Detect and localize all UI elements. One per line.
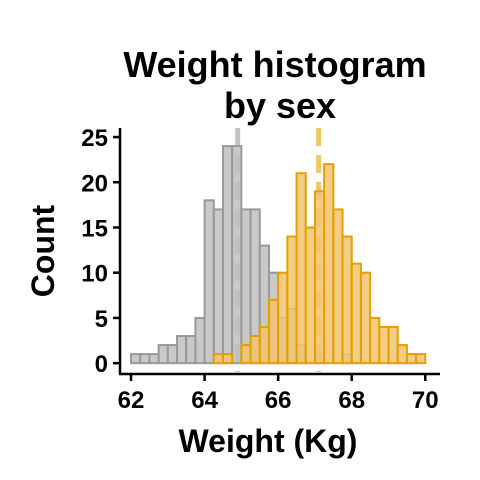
y-axis-ticks: 0 5 10 15 20 25: [81, 125, 120, 378]
x-tick-label: 64: [191, 387, 218, 414]
bar-1-13: [231, 145, 243, 365]
x-axis-title: Weight (Kg): [179, 423, 358, 459]
bar-2-8: [267, 298, 280, 365]
bar-2-13: [313, 190, 326, 365]
bar-2-14: [323, 163, 335, 365]
y-axis-title: Count: [25, 204, 61, 297]
y-tick-label: 25: [81, 125, 108, 152]
chart-title-line-2: by sex: [224, 85, 336, 126]
bar-1-8: [185, 335, 197, 365]
bar-2-10: [286, 235, 298, 365]
bar-2-7: [258, 325, 270, 365]
bar-1-5: [157, 344, 169, 365]
bar-1-4: [148, 353, 160, 365]
bar-1-3: [139, 353, 151, 365]
bar-1-2: [130, 353, 142, 365]
x-tick-label: 70: [412, 387, 439, 414]
y-tick-label: 5: [95, 306, 108, 333]
x-tick-label: 68: [338, 387, 365, 414]
x-tick-label: 62: [118, 387, 145, 414]
bar-1-9: [194, 316, 206, 365]
bar-2-18: [359, 271, 372, 365]
bar-2-16: [341, 235, 353, 365]
bar-series-2: [212, 163, 427, 365]
bar-1-14: [240, 208, 252, 365]
bar-2-12: [304, 226, 316, 365]
bar-2-19: [369, 316, 381, 365]
bar-2-24: [415, 353, 427, 365]
bar-2-6: [249, 335, 261, 365]
bar-1-7: [176, 335, 188, 365]
bar-1-12: [221, 145, 234, 365]
histogram-bars: [130, 145, 427, 365]
bar-1-6: [166, 344, 179, 365]
bar-2-17: [350, 262, 362, 365]
bar-2-2: [212, 353, 224, 365]
bar-2-22: [396, 344, 408, 365]
chart-title-line-1: Weight histogram: [123, 44, 426, 85]
y-tick-label: 15: [81, 215, 108, 242]
y-tick-label: 20: [81, 170, 108, 197]
bar-2-5: [240, 344, 252, 365]
bar-2-23: [405, 353, 418, 365]
bar-2-9: [277, 271, 289, 365]
bar-1-10: [203, 199, 215, 365]
bar-2-15: [332, 208, 344, 365]
bar-2-20: [378, 325, 390, 365]
bar-2-3: [221, 353, 234, 365]
y-tick-label: 0: [95, 351, 108, 378]
bar-1-11: [212, 208, 224, 365]
x-axis-ticks: 62 64 66 68 70: [118, 374, 439, 414]
x-tick-label: 66: [265, 387, 292, 414]
bar-2-11: [295, 172, 307, 365]
bar-2-21: [387, 325, 399, 365]
y-tick-label: 10: [81, 261, 108, 288]
